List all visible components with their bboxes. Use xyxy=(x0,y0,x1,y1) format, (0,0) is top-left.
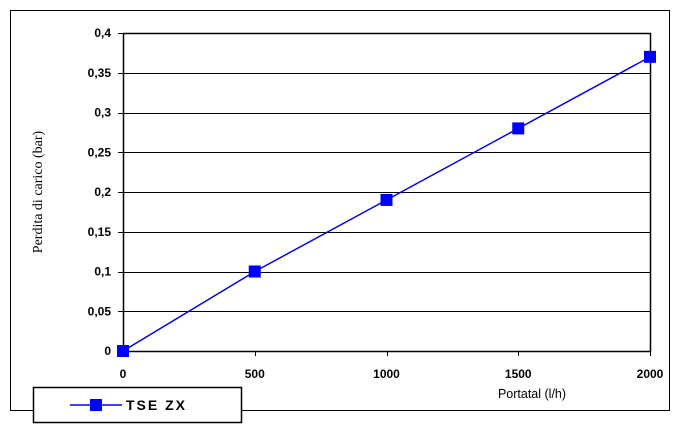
x-tick-label: 2000 xyxy=(637,367,664,381)
y-tick-label: 0,1 xyxy=(94,265,111,279)
data-point-marker xyxy=(644,50,656,63)
x-axis-title: Portatal (l/h) xyxy=(498,387,566,401)
x-tick-label: 500 xyxy=(245,367,265,381)
series-layer xyxy=(117,50,656,357)
chart-outer-border xyxy=(10,10,670,411)
y-tick-label: 0,2 xyxy=(94,185,111,199)
data-point-marker xyxy=(512,122,525,135)
x-tick-label: 0 xyxy=(120,367,127,381)
y-tick-label: 0,25 xyxy=(88,145,112,159)
y-tick-label: 0,35 xyxy=(88,66,112,80)
data-point-marker xyxy=(380,193,393,206)
legend-series-label: TSE ZX xyxy=(126,397,187,413)
data-point-marker xyxy=(248,265,261,278)
y-tick-label: 0,05 xyxy=(88,304,112,318)
x-tick-label: 1500 xyxy=(505,367,532,381)
legend: TSE ZX xyxy=(32,386,243,424)
legend-series-marker xyxy=(90,399,102,411)
data-point-marker xyxy=(117,345,129,357)
y-tick-label: 0,15 xyxy=(88,225,112,239)
x-axis-ticks: 0 500 1000 1500 2000 xyxy=(120,351,664,381)
y-axis-ticks: 0 0,05 0,1 0,15 0,2 0,25 0,3 0,35 0,4 xyxy=(88,26,123,358)
y-axis-title: Perdita di carico (bar) xyxy=(31,130,46,253)
x-tick-label: 1000 xyxy=(373,367,400,381)
y-tick-label: 0,4 xyxy=(94,26,111,40)
legend-box xyxy=(32,386,243,424)
y-tick-label: 0 xyxy=(104,344,111,358)
grid-lines xyxy=(123,73,650,312)
y-tick-label: 0,3 xyxy=(94,106,111,120)
